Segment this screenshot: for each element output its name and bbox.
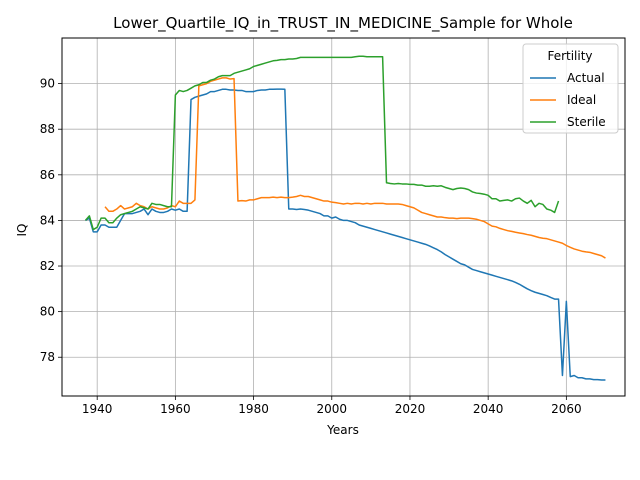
x-tick-label: 1940 [82,402,113,416]
x-tick-label: 1960 [160,402,191,416]
y-tick-label: 78 [40,350,55,364]
x-axis-label: Years [326,423,359,437]
legend: Fertility Actual Ideal Sterile [522,43,619,134]
x-tick-label: 2000 [316,402,347,416]
x-axis: 1940 1960 1980 2000 2020 2040 2060 [82,396,582,416]
legend-label-ideal: Ideal [567,93,596,107]
legend-label-sterile: Sterile [567,115,606,129]
y-tick-label: 90 [40,77,55,91]
plot-area-frame [61,37,626,397]
legend-title: Fertility [547,49,592,63]
y-tick-label: 88 [40,122,55,136]
series-line-sterile [84,55,560,231]
y-tick-label: 84 [40,213,55,227]
y-tick-label: 82 [40,259,55,273]
x-tick-label: 2040 [473,402,504,416]
series-line-actual [85,88,606,381]
plot-lines [84,55,606,381]
legend-label-actual: Actual [567,71,605,85]
y-axis-label: IQ [15,224,29,237]
legend-box [522,43,619,134]
series-line-ideal [104,77,606,259]
y-tick-label: 80 [40,305,55,319]
x-tick-label: 2060 [551,402,582,416]
y-tick-label: 86 [40,168,55,182]
chart-title: Lower_Quartile_IQ_in_TRUST_IN_MEDICINE_S… [113,14,573,33]
x-tick-label: 2020 [395,402,426,416]
y-axis: 78 80 82 84 86 88 90 [40,77,62,364]
x-tick-label: 1980 [238,402,269,416]
